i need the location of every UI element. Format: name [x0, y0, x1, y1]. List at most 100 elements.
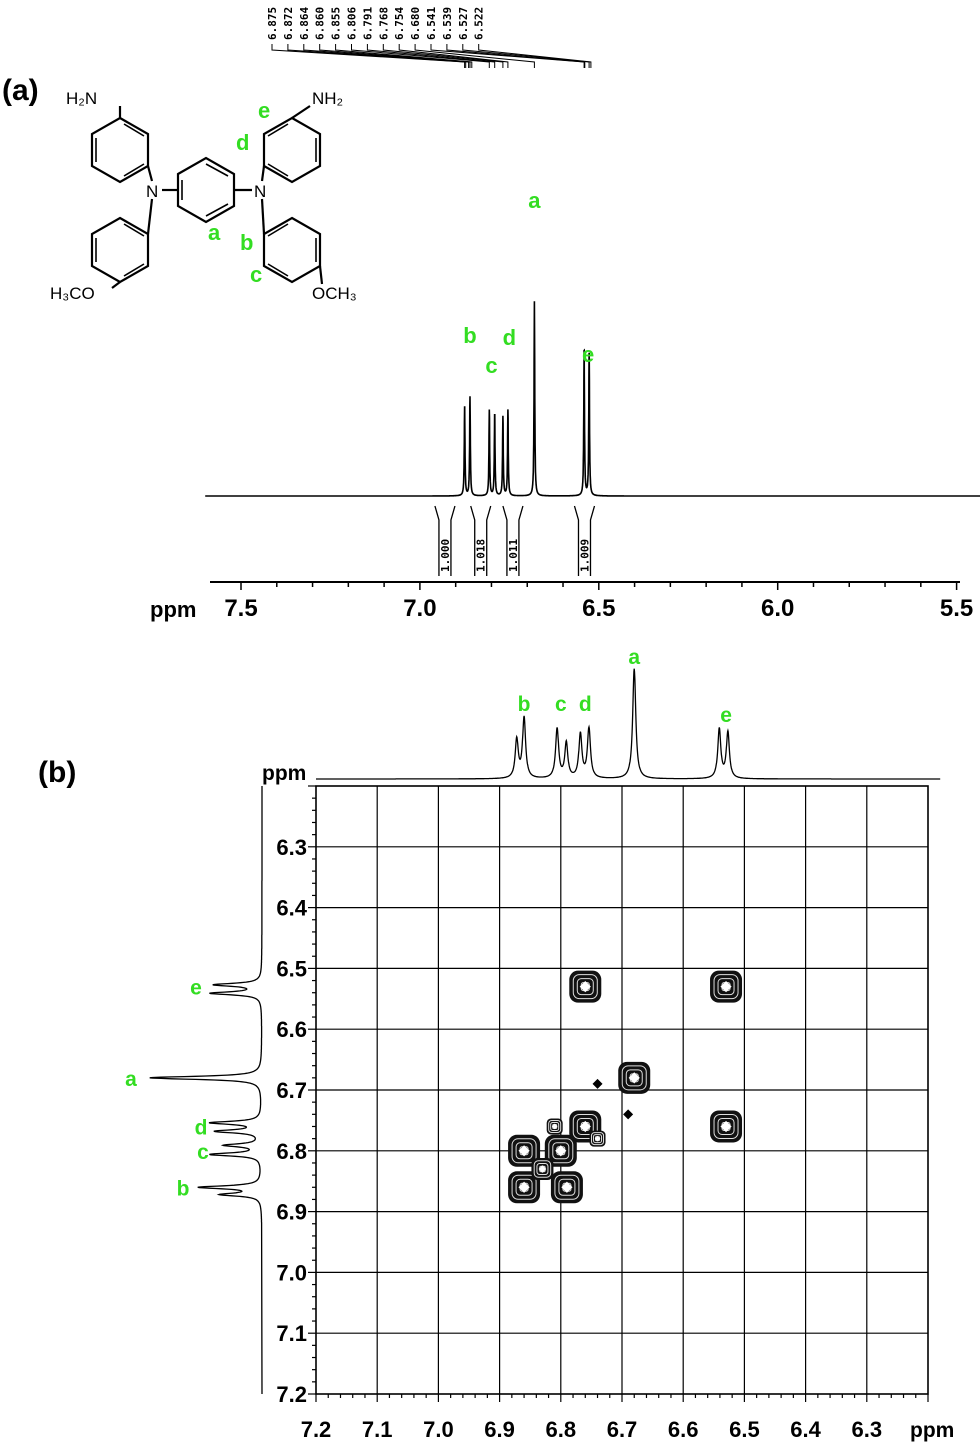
- cross-peak-contour: [591, 1132, 605, 1146]
- cross-peak-0: [569, 970, 602, 1003]
- cross-peak-contour: [576, 978, 594, 996]
- peak-list-leader: [462, 44, 590, 68]
- peak-label-3: a: [528, 188, 541, 213]
- cosy-y-ticks: 6.3 6.4 6.5 6.6 6.7 6.8 6.9 7.0 7.1 7.2: [276, 785, 316, 1407]
- cross-peak-contour: [572, 1113, 598, 1139]
- cross-peak-contour: [554, 1174, 580, 1200]
- peak-list-leader: [398, 44, 509, 68]
- panel-a-peak-list: 6.875 6.872 6.864 6.860 6.855 6.806 6.791 6.768…: [266, 7, 592, 68]
- cross-peak-contour: [548, 1138, 574, 1164]
- x-tick-label: 6.4: [790, 1417, 821, 1442]
- left-projection-label-3: a: [125, 1068, 137, 1091]
- panel-b-letter: (b): [38, 756, 76, 789]
- struct-label-c: c: [250, 262, 262, 287]
- struct-label-d: d: [236, 130, 249, 155]
- peak-list-leader: [430, 44, 585, 68]
- peak-list-value: 6.527: [457, 7, 470, 40]
- cross-peak-contour: [713, 1113, 739, 1139]
- cross-peak-contour: [548, 1119, 562, 1133]
- y-tick-label: 6.3: [276, 835, 307, 860]
- cross-peak-contour: [713, 974, 739, 1000]
- top-projection-label-1: c: [555, 693, 567, 716]
- panel-a-x-axis: ppm 7.57.06.56.05.55.04.54.03.5: [150, 581, 973, 622]
- peak-list-value: 6.872: [282, 7, 295, 40]
- peak-label-4: e: [582, 342, 594, 367]
- y-tick-label: 6.4: [276, 896, 307, 921]
- integral-value-2: 1.011: [507, 539, 520, 572]
- cross-peak-center: [720, 1120, 732, 1133]
- integral-bracket: [470, 505, 476, 576]
- cross-peak-10: [589, 1130, 606, 1147]
- peak-list-value: 6.860: [314, 7, 327, 40]
- cross-peak-contour: [550, 1121, 560, 1131]
- cross-peak-center: [594, 1135, 601, 1142]
- cross-peak-contour: [717, 1117, 735, 1135]
- peak-list-leader: [271, 44, 466, 68]
- cross-peak-contour: [533, 1160, 552, 1178]
- panel-b-xlabel: ppm: [910, 1419, 954, 1442]
- cross-peak-center: [551, 1123, 558, 1130]
- struct-label-b: b: [240, 230, 253, 255]
- peak-list-value: 6.754: [393, 7, 406, 40]
- peak-list-leader: [335, 44, 473, 68]
- left-projection-label-4: e: [190, 977, 202, 1000]
- integral-value-1: 1.018: [475, 539, 488, 572]
- x-tick-label: 5.5: [940, 595, 973, 622]
- x-tick-label: 7.5: [224, 595, 257, 622]
- x-tick-label: 6.3: [852, 1417, 883, 1442]
- cross-peak-contour: [515, 1142, 533, 1160]
- panel-a-xlabel: ppm: [150, 597, 196, 622]
- left-projection-label-2: d: [195, 1116, 208, 1139]
- top-projection-label-4: e: [720, 704, 732, 727]
- peak-list-value: 6.768: [377, 7, 390, 40]
- peak-list-leader: [414, 44, 535, 68]
- cross-peak-center: [561, 1181, 573, 1193]
- peak-label-1: c: [485, 353, 497, 378]
- peak-list-leader: [287, 44, 467, 68]
- panel-b-ylabel: ppm: [262, 762, 306, 785]
- h3co-label: H₃CO: [50, 284, 95, 303]
- peak-list-value: 6.806: [346, 7, 359, 40]
- cross-peak-12: [592, 1078, 603, 1089]
- y-tick-label: 6.6: [276, 1017, 307, 1042]
- cross-peak-center: [538, 1165, 547, 1173]
- top-projection-trace: [316, 668, 941, 780]
- integral-bracket: [502, 505, 508, 576]
- peak-list-value: 6.791: [361, 7, 374, 40]
- x-tick-label: 7.1: [362, 1417, 393, 1442]
- structure-proton-labels: e d a b c: [208, 98, 270, 287]
- left-projection-trace: [149, 786, 263, 1395]
- x-tick-label: 6.6: [668, 1417, 699, 1442]
- x-tick-label: 7.0: [423, 1417, 454, 1442]
- cross-peak-2: [618, 1061, 651, 1094]
- cosy-x-ticks: 7.2 7.1 7.0 6.9 6.8 6.7 6.6 6.5 6.4 6.3: [301, 1394, 929, 1442]
- x-tick-label: 7.0: [403, 595, 436, 622]
- cross-peak-contour: [552, 1142, 570, 1160]
- integral-bracket: [589, 505, 596, 576]
- peak-list-value: 6.855: [330, 7, 343, 40]
- integral-value-3: 1.009: [578, 539, 591, 572]
- integral-bracket: [518, 505, 524, 576]
- integral-bracket: [486, 505, 492, 576]
- och3-label: OCH₃: [312, 284, 357, 303]
- peak-list-leader: [366, 44, 496, 68]
- cross-peak-11: [546, 1118, 563, 1135]
- panel-a-letter: (a): [2, 74, 39, 107]
- cosy-cross-peaks: [508, 970, 743, 1204]
- cross-peak-8: [550, 1171, 583, 1204]
- x-tick-label: 6.7: [607, 1417, 638, 1442]
- peak-list-value: 6.864: [298, 7, 311, 40]
- peak-list-value: 6.875: [266, 7, 279, 40]
- cross-peak-4: [710, 1110, 743, 1143]
- peak-list-value: 6.539: [441, 7, 454, 40]
- cross-peak-7: [508, 1171, 541, 1204]
- cross-peak-contour: [511, 1138, 537, 1164]
- x-tick-label: 7.2: [301, 1417, 332, 1442]
- cross-peak-mark: [592, 1078, 603, 1089]
- cosy-top-projection: b c d a e: [316, 646, 941, 780]
- left-projection-label-0: b: [177, 1177, 190, 1200]
- cross-peak-mark: [623, 1109, 634, 1120]
- cross-peak-contour: [593, 1134, 603, 1144]
